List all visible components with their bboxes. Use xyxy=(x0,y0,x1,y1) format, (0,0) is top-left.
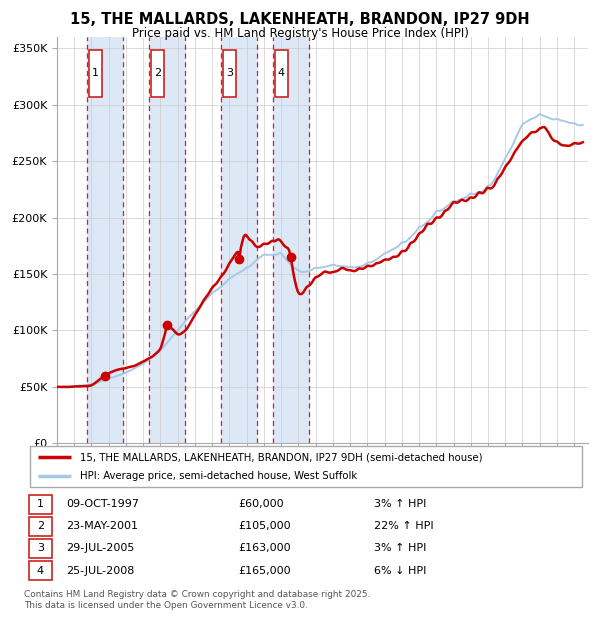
FancyBboxPatch shape xyxy=(29,495,52,514)
Text: 15, THE MALLARDS, LAKENHEATH, BRANDON, IP27 9DH: 15, THE MALLARDS, LAKENHEATH, BRANDON, I… xyxy=(70,12,530,27)
Bar xyxy=(273,37,309,443)
Text: £163,000: £163,000 xyxy=(238,543,291,554)
Text: £60,000: £60,000 xyxy=(238,499,284,509)
Text: 2: 2 xyxy=(37,521,44,531)
Text: 6% ↓ HPI: 6% ↓ HPI xyxy=(374,565,426,575)
Text: Price paid vs. HM Land Registry's House Price Index (HPI): Price paid vs. HM Land Registry's House … xyxy=(131,27,469,40)
Text: 09-OCT-1997: 09-OCT-1997 xyxy=(66,499,139,509)
Text: 1: 1 xyxy=(37,499,44,509)
Text: 3: 3 xyxy=(226,68,233,78)
FancyBboxPatch shape xyxy=(89,50,102,97)
FancyBboxPatch shape xyxy=(223,50,236,97)
FancyBboxPatch shape xyxy=(29,516,52,536)
Bar xyxy=(221,37,257,443)
Text: 3% ↑ HPI: 3% ↑ HPI xyxy=(374,499,426,509)
Text: 2: 2 xyxy=(154,68,161,78)
Text: 3% ↑ HPI: 3% ↑ HPI xyxy=(374,543,426,554)
Text: 25-JUL-2008: 25-JUL-2008 xyxy=(66,565,134,575)
Text: £105,000: £105,000 xyxy=(238,521,291,531)
FancyBboxPatch shape xyxy=(30,446,582,487)
Bar xyxy=(86,37,123,443)
Text: 23-MAY-2001: 23-MAY-2001 xyxy=(66,521,139,531)
Text: 15, THE MALLARDS, LAKENHEATH, BRANDON, IP27 9DH (semi-detached house): 15, THE MALLARDS, LAKENHEATH, BRANDON, I… xyxy=(80,452,482,463)
Text: Contains HM Land Registry data © Crown copyright and database right 2025.
This d: Contains HM Land Registry data © Crown c… xyxy=(24,590,370,609)
Text: 4: 4 xyxy=(278,68,285,78)
Text: 3: 3 xyxy=(37,543,44,554)
Text: HPI: Average price, semi-detached house, West Suffolk: HPI: Average price, semi-detached house,… xyxy=(80,471,357,481)
FancyBboxPatch shape xyxy=(275,50,288,97)
Text: £165,000: £165,000 xyxy=(238,565,291,575)
Bar xyxy=(149,37,185,443)
Text: 1: 1 xyxy=(92,68,99,78)
FancyBboxPatch shape xyxy=(29,561,52,580)
FancyBboxPatch shape xyxy=(29,539,52,558)
Text: 29-JUL-2005: 29-JUL-2005 xyxy=(66,543,134,554)
Text: 22% ↑ HPI: 22% ↑ HPI xyxy=(374,521,433,531)
Text: 4: 4 xyxy=(37,565,44,575)
FancyBboxPatch shape xyxy=(151,50,164,97)
